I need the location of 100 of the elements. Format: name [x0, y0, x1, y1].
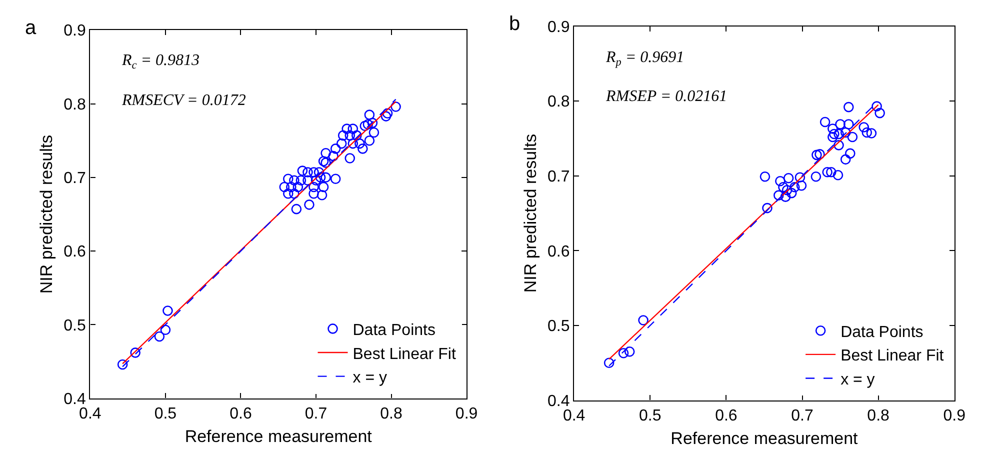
point	[279, 182, 290, 192]
point	[348, 138, 358, 149]
point	[352, 130, 362, 141]
point	[328, 150, 338, 162]
x-tick-label: 0.8	[380, 406, 402, 423]
point	[354, 138, 365, 149]
point	[782, 184, 792, 196]
point	[390, 102, 401, 112]
point	[292, 182, 304, 192]
point	[858, 122, 870, 132]
point	[796, 180, 807, 191]
y-tick-label: 0.7	[64, 170, 86, 188]
point	[834, 128, 844, 140]
point	[780, 192, 791, 202]
point	[162, 306, 173, 316]
x-tick-label: 0.4	[562, 408, 586, 425]
y-tick-label: 0.9	[64, 22, 86, 40]
y-tick-label: 0.7	[548, 168, 570, 186]
point	[862, 127, 872, 138]
point	[368, 127, 380, 138]
point	[320, 148, 331, 158]
point	[160, 324, 171, 335]
point	[302, 175, 313, 186]
point	[810, 171, 822, 182]
point	[117, 359, 128, 370]
point	[840, 127, 851, 138]
point	[318, 182, 329, 192]
legend-label: Best Linear Fit	[840, 348, 944, 365]
point	[829, 128, 840, 140]
point	[286, 182, 296, 192]
x-tick-label: 0.6	[230, 406, 252, 423]
point	[154, 331, 165, 342]
point	[382, 108, 393, 118]
point	[812, 150, 822, 160]
point	[775, 176, 786, 186]
point	[828, 132, 838, 142]
chart-title: b	[509, 13, 520, 35]
annotation: RMSECV = 0.0172	[121, 92, 246, 109]
point	[835, 119, 846, 130]
y-tick-label: 0.4	[548, 392, 570, 410]
x-tick-label: 0.7	[304, 406, 328, 423]
point	[304, 200, 314, 210]
y-tick-label: 0.4	[64, 390, 86, 408]
point	[762, 202, 772, 214]
point	[308, 182, 319, 192]
point	[344, 153, 356, 164]
point	[822, 166, 832, 178]
point	[624, 346, 635, 357]
point	[364, 135, 375, 146]
x-tick-label: 0.9	[455, 406, 478, 423]
legend-label: Data Points	[840, 324, 924, 341]
point	[344, 130, 356, 141]
point	[318, 156, 329, 166]
point	[638, 315, 648, 326]
point	[866, 128, 877, 138]
point	[760, 171, 770, 182]
y-axis-title: NIR predicted results	[521, 134, 540, 293]
point	[843, 102, 854, 112]
x-tick-label: 0.6	[715, 408, 738, 425]
point	[358, 144, 368, 154]
point	[320, 158, 331, 168]
chart-title: a	[25, 17, 37, 39]
point	[786, 188, 797, 198]
point	[296, 175, 306, 186]
point	[336, 138, 347, 149]
point	[130, 348, 140, 358]
point	[283, 174, 294, 184]
point	[330, 144, 341, 154]
x-tick-label: 0.5	[154, 406, 177, 423]
point	[843, 119, 854, 130]
point	[330, 174, 341, 184]
point	[814, 149, 825, 160]
y-tick-label: 0.6	[548, 243, 570, 260]
x-tick-label: 0.4	[79, 406, 102, 423]
point	[847, 132, 858, 142]
point	[338, 130, 348, 141]
point	[348, 124, 358, 134]
point	[778, 182, 788, 192]
point	[774, 190, 784, 200]
point	[874, 108, 885, 118]
y-tick-label: 0.5	[64, 317, 86, 334]
y-axis-title: NIR predicted results	[37, 134, 56, 294]
annotation: R$_{p}$ = 0.9691	[605, 49, 684, 68]
legend-label: x = y	[352, 370, 387, 387]
point	[302, 167, 313, 178]
legend-label: Data Points	[352, 322, 436, 339]
x-tick-label: 0.7	[791, 408, 814, 425]
x-tick-label: 0.9	[943, 408, 966, 425]
point	[315, 172, 326, 183]
y-tick-label: 0.5	[548, 318, 570, 336]
point	[367, 118, 378, 128]
point	[380, 111, 392, 122]
point	[320, 172, 331, 183]
point	[360, 120, 370, 132]
legend-label: x = y	[840, 371, 875, 388]
annotation: R$_{c}$ = 0.9813	[121, 52, 200, 72]
point	[364, 110, 375, 120]
point	[832, 170, 844, 180]
x-tick-label: 0.8	[867, 408, 890, 425]
point	[308, 167, 319, 178]
